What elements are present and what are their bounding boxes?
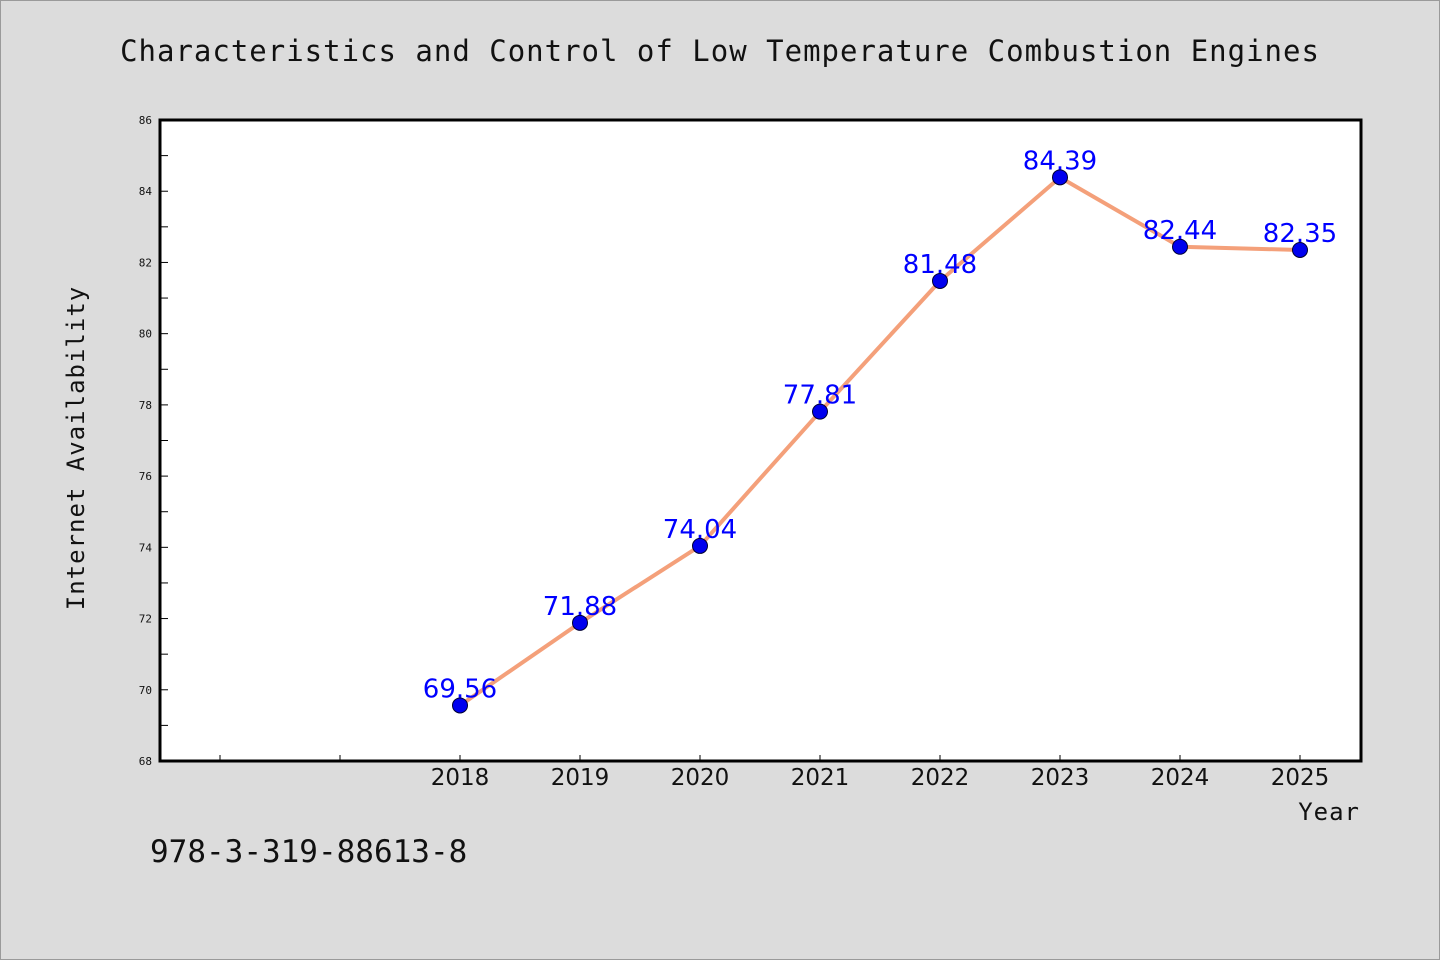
- data-label-2019: 71.88: [543, 592, 617, 622]
- data-point-2021: [812, 403, 828, 420]
- y-tick-label-68: 68: [139, 755, 152, 768]
- data-point-2019: [572, 614, 588, 631]
- y-tick-label-86: 86: [139, 114, 152, 127]
- isbn-text: 978-3-319-88613-8: [150, 834, 468, 870]
- y-tick-label-76: 76: [139, 470, 152, 483]
- y-tick-label-74: 74: [139, 541, 153, 554]
- data-point-2024: [1172, 238, 1188, 255]
- data-point-2023: [1052, 169, 1068, 186]
- data-point-2025: [1292, 241, 1308, 258]
- x-tick-label-2018: 2018: [431, 765, 490, 791]
- y-tick-label-84: 84: [139, 185, 153, 198]
- x-tick-label-2021: 2021: [791, 765, 850, 791]
- data-point-2018: [452, 697, 468, 714]
- y-axis-label: Internet Availability: [62, 286, 90, 610]
- data-label-2024: 82.44: [1143, 216, 1217, 246]
- data-label-2018: 69.56: [423, 674, 497, 704]
- data-label-2020: 74.04: [663, 515, 737, 545]
- y-tick-label-82: 82: [139, 256, 152, 269]
- y-tick-label-80: 80: [139, 328, 152, 341]
- x-tick-label-2019: 2019: [551, 765, 610, 791]
- plot-area: [158, 118, 1363, 763]
- y-tick-label-78: 78: [139, 399, 152, 412]
- chart-title: Characteristics and Control of Low Tempe…: [120, 34, 1320, 68]
- data-point-2022: [932, 272, 948, 289]
- data-label-2023: 84.39: [1023, 146, 1097, 176]
- x-tick-label-2020: 2020: [671, 765, 730, 791]
- data-label-2021: 77.81: [783, 381, 857, 411]
- y-tick-label-72: 72: [139, 613, 152, 626]
- x-tick-label-2022: 2022: [911, 765, 970, 791]
- x-tick-label-2024: 2024: [1151, 765, 1210, 791]
- x-tick-label-2025: 2025: [1271, 765, 1330, 791]
- y-tick-label-70: 70: [139, 684, 152, 697]
- series-line: [458, 175, 1302, 708]
- data-point-2020: [692, 537, 708, 554]
- x-tick-label-2023: 2023: [1031, 765, 1090, 791]
- data-label-2025: 82.35: [1263, 219, 1337, 249]
- x-axis-label: Year: [1298, 798, 1360, 826]
- data-label-2022: 81.48: [903, 250, 977, 280]
